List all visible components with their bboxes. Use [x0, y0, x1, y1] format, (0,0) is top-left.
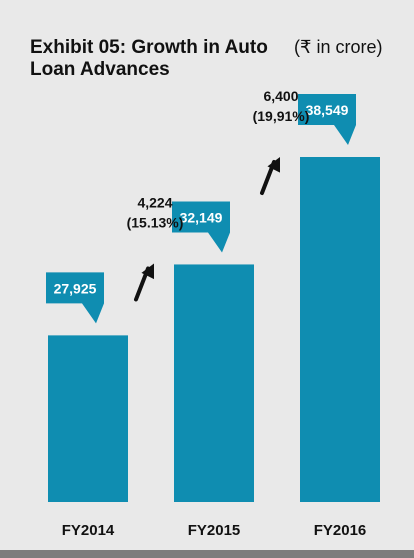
growth-percent-label: (19,91%): [253, 108, 310, 124]
x-tick-label: FY2014: [62, 522, 115, 539]
value-callout: [298, 94, 356, 145]
growth-arrow-head-icon: [267, 157, 280, 173]
growth-amount-label: 6,400: [263, 88, 298, 104]
value-callout: [172, 201, 230, 253]
growth-amount-label: 4,224: [137, 194, 172, 210]
x-tick-label: FY2015: [188, 522, 241, 539]
growth-arrow-head-icon: [141, 263, 154, 280]
unit-note: (₹ in crore): [294, 37, 383, 57]
bar-fy2014: [48, 335, 128, 502]
bottom-rule: [0, 550, 414, 558]
value-label: 38,549: [306, 102, 349, 118]
value-label: 32,149: [180, 209, 223, 225]
value-label: 27,925: [54, 280, 97, 296]
x-tick-label: FY2016: [314, 522, 367, 539]
value-callout: [46, 272, 104, 324]
chart-title: Exhibit 05: Growth in Auto Loan Advances: [30, 37, 268, 80]
bar-fy2015: [174, 264, 254, 502]
growth-percent-label: (15.13%): [127, 214, 184, 230]
bar-fy2016: [300, 157, 380, 502]
